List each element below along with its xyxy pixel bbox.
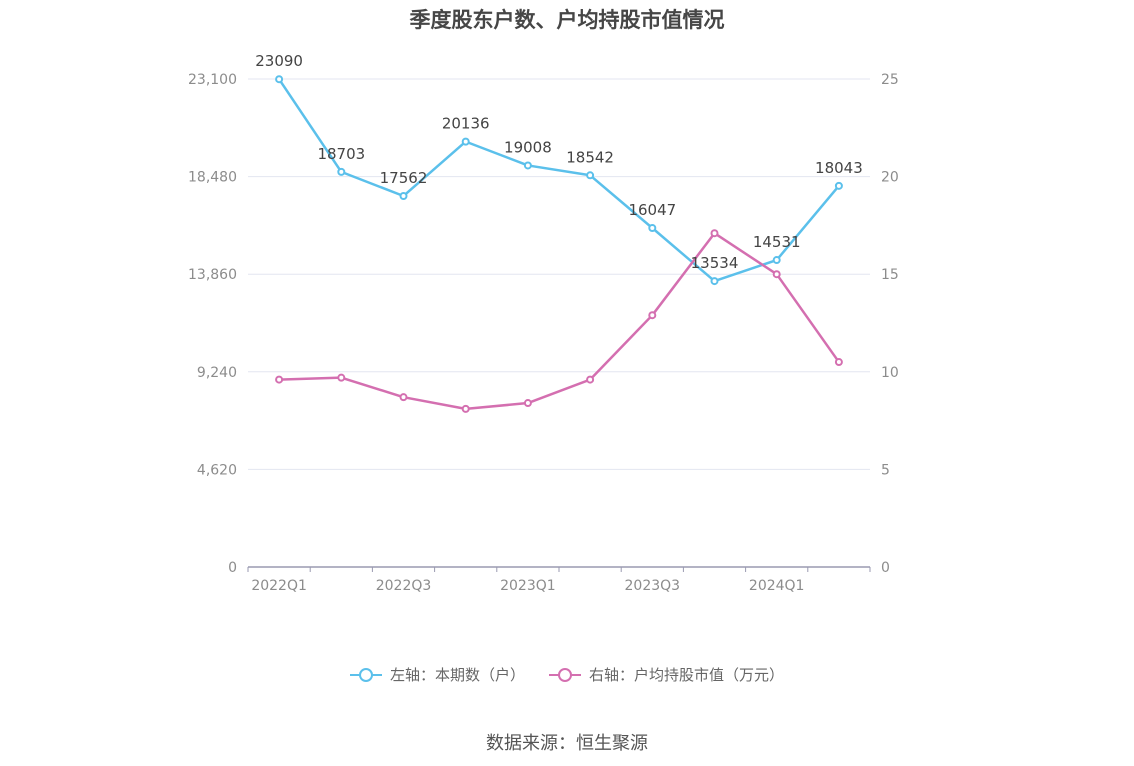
data-label: 19008 — [504, 138, 552, 156]
data-point-left[interactable] — [399, 191, 408, 200]
legend-swatch-right-series-icon — [549, 667, 581, 683]
source-note: 数据来源：恒生聚源 — [486, 733, 648, 754]
data-point-right[interactable] — [586, 375, 595, 384]
label-layer: 23090 18703 17562 20136 19008 18542 16047 13534… — [255, 52, 863, 272]
data-point-left[interactable] — [461, 137, 470, 146]
left-axis-tick-label: 23,100 — [188, 72, 237, 88]
legend-item-left-series[interactable]: 左轴：本期数（户） — [349, 664, 525, 685]
data-point-left[interactable] — [710, 277, 719, 286]
left-axis-tick-label: 4,620 — [197, 462, 237, 478]
right-axis-tick-label: 0 — [881, 560, 890, 576]
data-point-left[interactable] — [772, 256, 781, 265]
data-point-right[interactable] — [275, 375, 284, 384]
data-point-right[interactable] — [461, 404, 470, 413]
right-axis-tick-label: 20 — [881, 170, 899, 186]
x-axis-tick-label: 2023Q1 — [500, 578, 556, 594]
right-axis-tick-label: 25 — [881, 72, 899, 88]
legend: 左轴：本期数（户） 右轴：户均持股市值（万元） — [0, 664, 1134, 685]
series-line-right — [279, 231, 840, 411]
data-label: 17562 — [380, 169, 428, 187]
chart-title: 季度股东户数、户均持股市值情况 — [409, 8, 725, 32]
left-axis-tick-label: 9,240 — [197, 365, 237, 381]
data-point-right[interactable] — [834, 358, 843, 367]
data-label: 18542 — [566, 148, 614, 166]
left-axis-tick-label: 0 — [228, 560, 237, 576]
data-point-right[interactable] — [710, 229, 719, 238]
data-point-right[interactable] — [772, 270, 781, 279]
series-layer — [275, 75, 843, 413]
data-label: 18703 — [317, 145, 365, 163]
data-point-left[interactable] — [834, 181, 843, 190]
x-axis-tick-label: 2024Q1 — [749, 578, 805, 594]
data-point-right[interactable] — [399, 393, 408, 402]
left-axis-tick-label: 13,860 — [188, 267, 237, 283]
right-axis-tick-label: 15 — [881, 267, 899, 283]
right-axis-tick-label: 5 — [881, 462, 890, 478]
x-axis-tick-label: 2022Q1 — [251, 578, 307, 594]
data-point-left[interactable] — [523, 161, 532, 170]
data-point-right[interactable] — [648, 311, 657, 320]
data-label: 20136 — [442, 115, 490, 133]
data-label: 13534 — [691, 254, 739, 272]
data-label: 14531 — [753, 233, 801, 251]
x-axis-tick-label: 2023Q3 — [625, 578, 681, 594]
data-point-left[interactable] — [275, 75, 284, 84]
left-axis-tick-label: 18,480 — [188, 170, 237, 186]
series-line-left — [278, 78, 840, 283]
data-point-left[interactable] — [586, 171, 595, 180]
legend-label-right-series: 右轴：户均持股市值（万元） — [589, 666, 785, 684]
data-point-right[interactable] — [337, 373, 346, 382]
data-label: 18043 — [815, 159, 863, 177]
data-point-right[interactable] — [523, 399, 532, 408]
legend-item-right-series[interactable]: 右轴：户均持股市值（万元） — [549, 664, 784, 685]
right-axis-tick-label: 10 — [881, 365, 899, 381]
x-axis-tick-label: 2022Q3 — [376, 578, 432, 594]
data-label: 16047 — [628, 201, 676, 219]
data-point-left[interactable] — [648, 223, 657, 232]
data-point-left[interactable] — [337, 167, 346, 176]
data-label: 23090 — [255, 52, 303, 70]
legend-swatch-left-series-icon — [349, 667, 382, 683]
axis-layer: 0 0 4,620 5 9,240 10 13,860 15 18,480 20 23,100 25 2… — [188, 72, 899, 594]
legend-label-left-series: 左轴：本期数（户） — [389, 666, 525, 684]
